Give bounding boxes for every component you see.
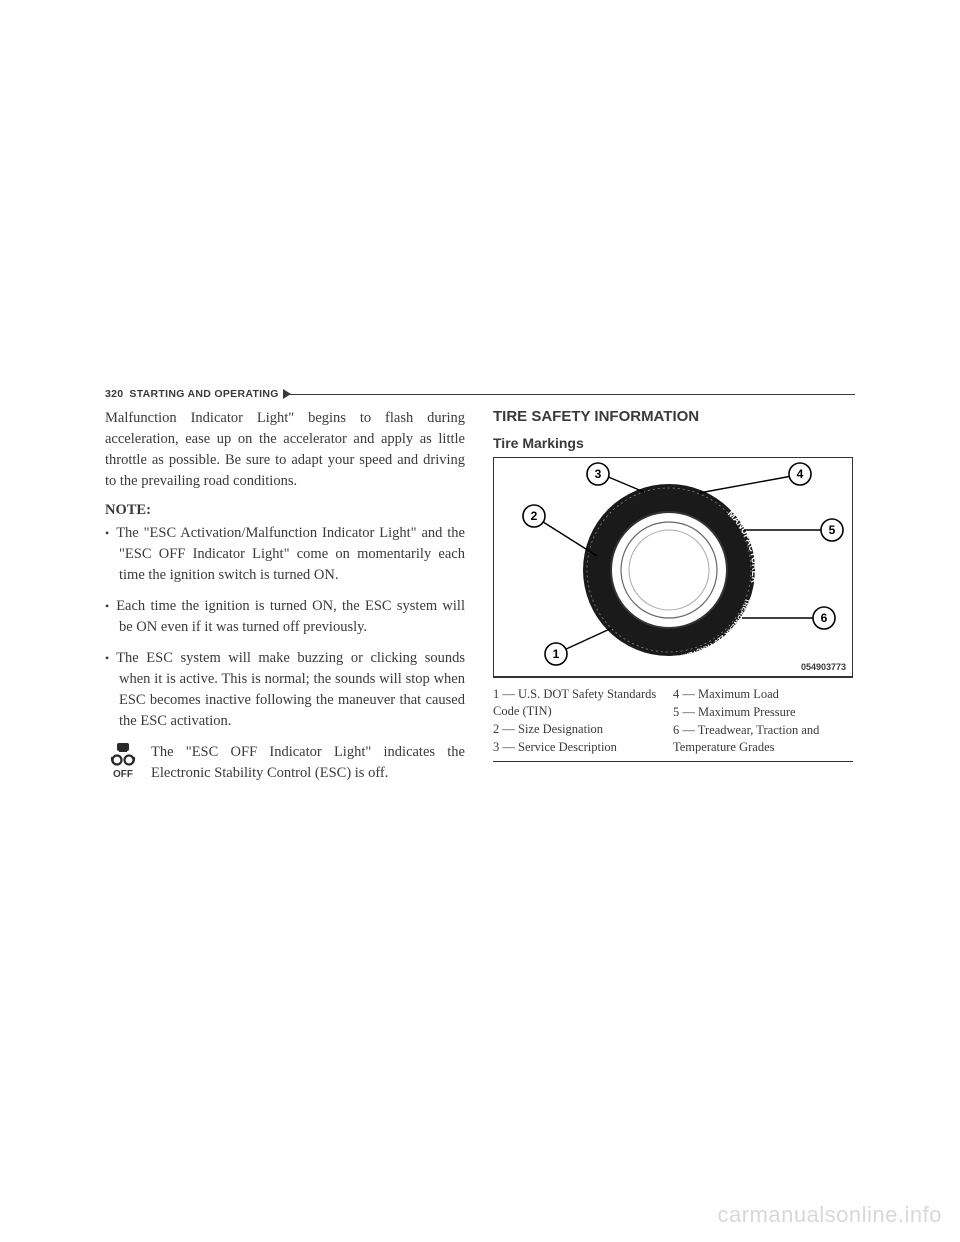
tire-safety-heading: TIRE SAFETY INFORMATION xyxy=(493,408,853,425)
esc-off-text: The "ESC OFF Indicator Light" indicates … xyxy=(151,742,465,784)
tire-markings-heading: Tire Markings xyxy=(493,435,853,451)
page-header: 320 STARTING AND OPERATING xyxy=(105,388,855,400)
header-rule xyxy=(289,394,855,395)
content-columns: Malfunction Indicator Light" begins to f… xyxy=(105,408,855,784)
legend-item: 1 — U.S. DOT Safety Standards Code (TIN) xyxy=(493,686,673,720)
legend-item: 5 — Maximum Pressure xyxy=(673,704,853,721)
manual-page: 320 STARTING AND OPERATING Malfunction I… xyxy=(105,388,855,784)
esc-off-label: OFF xyxy=(105,769,141,780)
legend-right-col: 4 — Maximum Load 5 — Maximum Pressure 6 … xyxy=(673,686,853,757)
list-item: The ESC system will make buzzing or clic… xyxy=(105,648,465,732)
intro-paragraph: Malfunction Indicator Light" begins to f… xyxy=(105,408,465,492)
figure-legend: 1 — U.S. DOT Safety Standards Code (TIN)… xyxy=(493,686,853,757)
esc-off-icon: OFF xyxy=(105,742,141,780)
list-item: Each time the ignition is turned ON, the… xyxy=(105,596,465,638)
svg-text:5: 5 xyxy=(829,523,836,537)
legend-item: 4 — Maximum Load xyxy=(673,686,853,703)
legend-item: 3 — Service Description xyxy=(493,739,673,756)
svg-text:2: 2 xyxy=(531,509,538,523)
section-name: STARTING AND OPERATING xyxy=(129,388,278,400)
legend-left-col: 1 — U.S. DOT Safety Standards Code (TIN)… xyxy=(493,686,673,757)
svg-text:1: 1 xyxy=(553,647,560,661)
right-column: TIRE SAFETY INFORMATION Tire Markings xyxy=(493,408,853,784)
watermark: carmanualsonline.info xyxy=(717,1202,942,1228)
note-bullet-list: The "ESC Activation/Malfunction Indicato… xyxy=(105,523,465,732)
tire-markings-figure: P215/65R15 95H MANUFACTURER TIRE NAME TR… xyxy=(493,457,853,677)
legend-top-rule xyxy=(493,677,853,678)
legend-bottom-rule xyxy=(493,761,853,762)
list-item: The "ESC Activation/Malfunction Indicato… xyxy=(105,523,465,586)
svg-text:3: 3 xyxy=(595,467,602,481)
note-heading: NOTE: xyxy=(105,502,465,519)
legend-item: 6 — Treadwear, Traction and Temperature … xyxy=(673,722,853,756)
esc-off-row: OFF The "ESC OFF Indicator Light" indica… xyxy=(105,742,465,784)
legend-item: 2 — Size Designation xyxy=(493,721,673,738)
left-column: Malfunction Indicator Light" begins to f… xyxy=(105,408,465,784)
svg-text:4: 4 xyxy=(797,467,804,481)
svg-text:6: 6 xyxy=(821,611,828,625)
figure-code: 054903773 xyxy=(801,662,846,672)
page-number: 320 xyxy=(105,388,123,400)
